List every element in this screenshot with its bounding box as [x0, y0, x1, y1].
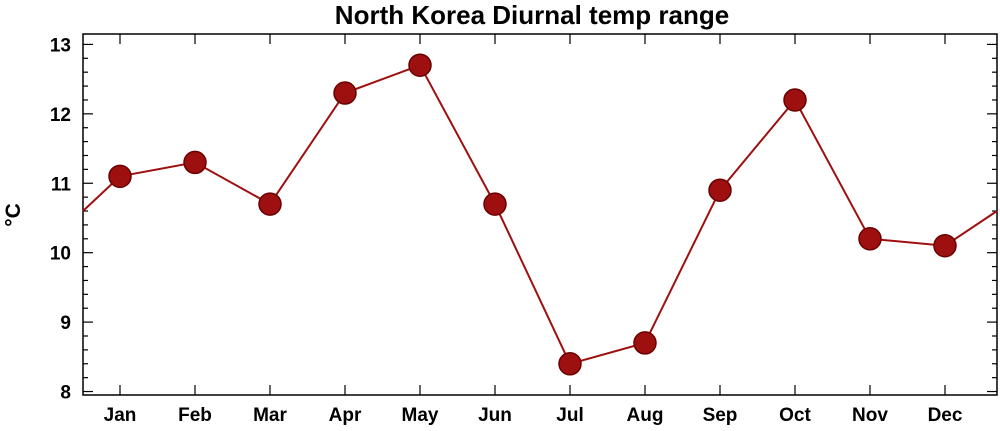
- x-tick-label: Oct: [779, 405, 811, 426]
- series-group: [82, 53, 998, 376]
- x-tick-label: Nov: [852, 405, 888, 426]
- data-point-may: [408, 53, 432, 77]
- y-tick-label: 12: [50, 105, 71, 126]
- x-tick-label: Sep: [703, 405, 738, 426]
- data-point-jun: [483, 192, 507, 216]
- x-tick-label: Jul: [556, 405, 583, 426]
- x-tick-label: Dec: [928, 405, 963, 426]
- y-tick-label: 8: [60, 383, 71, 404]
- x-tick-label: Mar: [253, 405, 287, 426]
- data-point-mar: [258, 192, 282, 216]
- y-tick-label: 11: [51, 174, 72, 195]
- y-tick-label: 9: [60, 313, 71, 334]
- plot-frame: [82, 33, 998, 396]
- data-point-oct: [783, 88, 807, 112]
- y-axis-label: °C: [2, 203, 25, 227]
- data-point-aug: [633, 331, 657, 355]
- data-point-nov: [858, 227, 882, 251]
- data-point-sep: [708, 178, 732, 202]
- data-point-feb: [183, 150, 207, 175]
- axis-ticks: [83, 34, 997, 395]
- series-line: [82, 63, 998, 365]
- x-tick-labels: Jan Feb Mar Apr May Jun Jul Aug Sep Oct Nov Dec: [104, 405, 963, 426]
- x-tick-label: May: [402, 405, 439, 426]
- data-point-dec: [933, 233, 957, 258]
- y-tick-labels: 8 9 10 11 12 13: [50, 35, 72, 403]
- y-tick-label: 10: [50, 244, 71, 265]
- x-tick-label: Apr: [329, 405, 362, 426]
- x-tick-label: Aug: [627, 405, 664, 426]
- x-tick-label: Jun: [478, 405, 512, 426]
- data-point-jul: [558, 352, 582, 376]
- data-point-jan: [108, 164, 132, 189]
- chart-title: North Korea Diurnal temp range: [335, 0, 729, 30]
- x-tick-label: Feb: [178, 405, 212, 426]
- y-tick-label: 13: [50, 35, 71, 56]
- x-tick-label: Jan: [104, 405, 137, 426]
- data-point-apr: [333, 81, 357, 105]
